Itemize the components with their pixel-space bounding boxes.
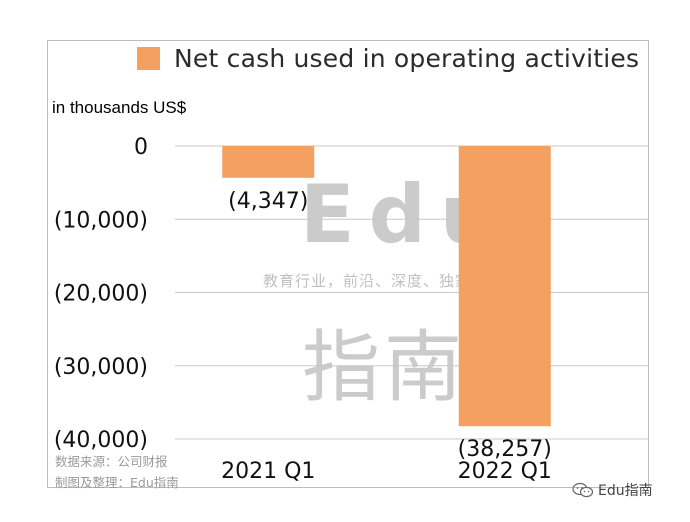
legend: Net cash used in operating activities xyxy=(137,44,639,73)
legend-label: Net cash used in operating activities xyxy=(174,44,640,73)
y-tick-label: 0 xyxy=(134,135,148,160)
y-tick-label: (40,000) xyxy=(54,428,148,453)
source-line-2: 制图及整理：Edu指南 xyxy=(55,475,179,490)
y-tick-label: (30,000) xyxy=(54,355,148,380)
y-tick-labels: 0 (10,000) (20,000) (30,000) (40,000) xyxy=(54,135,148,453)
gridlines xyxy=(175,145,648,440)
watermark-subtitle: 教育行业，前沿、深度、独家 xyxy=(263,272,472,290)
y-axis-unit-label: in thousands US$ xyxy=(52,98,187,117)
bar xyxy=(458,146,551,427)
category-label: 2022 Q1 xyxy=(458,459,552,484)
category-labels: 2021 Q1 2022 Q1 xyxy=(221,459,552,484)
brand-badge: Edu指南 xyxy=(572,480,653,500)
brand-label: Edu指南 xyxy=(598,483,653,499)
data-labels: (4,347) (38,257) xyxy=(228,189,552,462)
source-line-1: 数据来源：公司财报 xyxy=(55,454,168,469)
y-tick-label: (10,000) xyxy=(54,208,148,233)
category-label: 2021 Q1 xyxy=(221,459,315,484)
bars xyxy=(222,146,551,427)
legend-swatch xyxy=(137,47,160,70)
watermark-name: 指南 xyxy=(302,323,467,413)
data-label: (38,257) xyxy=(458,437,552,462)
bar xyxy=(222,146,315,178)
wechat-icon xyxy=(572,482,594,498)
y-tick-label: (20,000) xyxy=(54,282,148,307)
data-label: (4,347) xyxy=(228,189,308,214)
